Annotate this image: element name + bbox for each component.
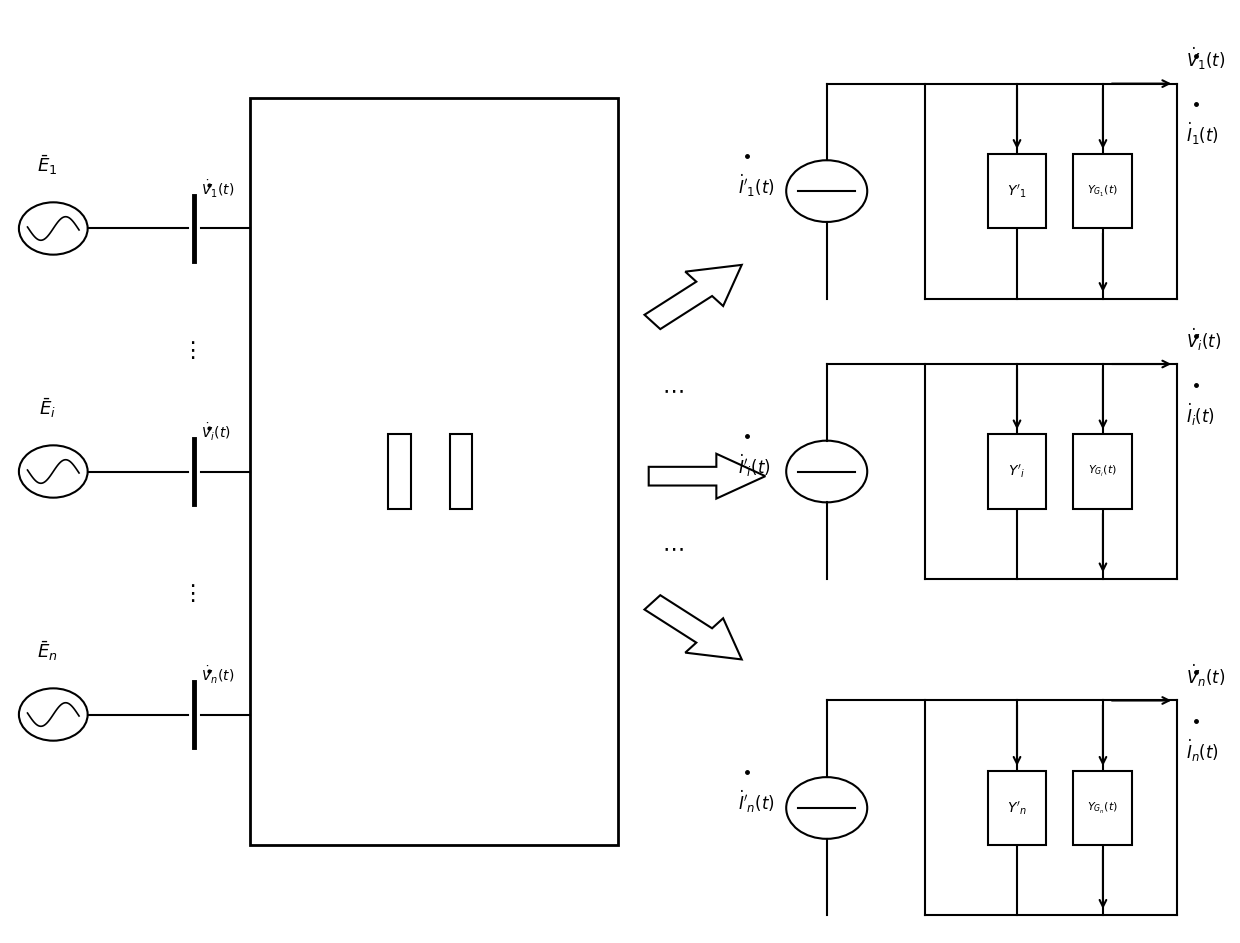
Text: $\dot{V}_{i}(t)$: $\dot{V}_{i}(t)$ [1187,326,1221,353]
Text: $\bar{E}_{i}$: $\bar{E}_{i}$ [38,396,56,420]
Text: $\dot{V}_{1}(t)$: $\dot{V}_{1}(t)$ [1187,46,1226,73]
Text: $\dot{I}_{1}(t)$: $\dot{I}_{1}(t)$ [1187,121,1219,147]
Text: $Y_{G_{i}}(t)$: $Y_{G_{i}}(t)$ [1089,464,1117,479]
Bar [249,98,618,845]
Text: $\dot{I}_{i}(t)$: $\dot{I}_{i}(t)$ [1187,402,1215,427]
Text: $\dot{V}_{1}(t)$: $\dot{V}_{1}(t)$ [201,179,234,201]
Polygon shape [645,265,742,329]
Text: $\dot{I}'_{n}(t)$: $\dot{I}'_{n}(t)$ [738,789,775,816]
Text: $Y'_{1}$: $Y'_{1}$ [1007,182,1027,200]
Bar [987,434,1047,509]
Text: $\dot{I}_{n}(t)$: $\dot{I}_{n}(t)$ [1187,737,1219,764]
Bar [987,770,1047,845]
Bar [388,434,410,509]
Text: $\dot{I}'_{i}(t)$: $\dot{I}'_{i}(t)$ [738,453,771,479]
Bar [987,154,1047,228]
Polygon shape [649,454,765,499]
Text: $\vdots$: $\vdots$ [181,582,196,604]
Text: $\bar{E}_{1}$: $\bar{E}_{1}$ [37,154,57,177]
Text: $\dot{V}_{i}(t)$: $\dot{V}_{i}(t)$ [201,422,231,443]
Polygon shape [645,595,742,659]
Text: $\bar{E}_{n}$: $\bar{E}_{n}$ [37,639,57,663]
Text: $Y_{G_{n}}(t)$: $Y_{G_{n}}(t)$ [1087,801,1118,816]
Text: $Y_{G_{1}}(t)$: $Y_{G_{1}}(t)$ [1087,184,1118,199]
Text: $Y'_{n}$: $Y'_{n}$ [1007,799,1027,817]
Text: $\cdots$: $\cdots$ [662,380,684,400]
Text: $\cdots$: $\cdots$ [662,538,684,558]
Text: $\dot{I}'_{1}(t)$: $\dot{I}'_{1}(t)$ [738,173,775,199]
Text: $\dot{V}_{n}(t)$: $\dot{V}_{n}(t)$ [1187,663,1226,689]
Text: $\dot{V}_{n}(t)$: $\dot{V}_{n}(t)$ [201,666,234,687]
Bar [450,434,472,509]
Bar [1074,154,1132,228]
Bar [1074,434,1132,509]
Bar [1074,770,1132,845]
Text: $Y'_{i}$: $Y'_{i}$ [1008,463,1025,480]
Text: $\vdots$: $\vdots$ [181,339,196,361]
